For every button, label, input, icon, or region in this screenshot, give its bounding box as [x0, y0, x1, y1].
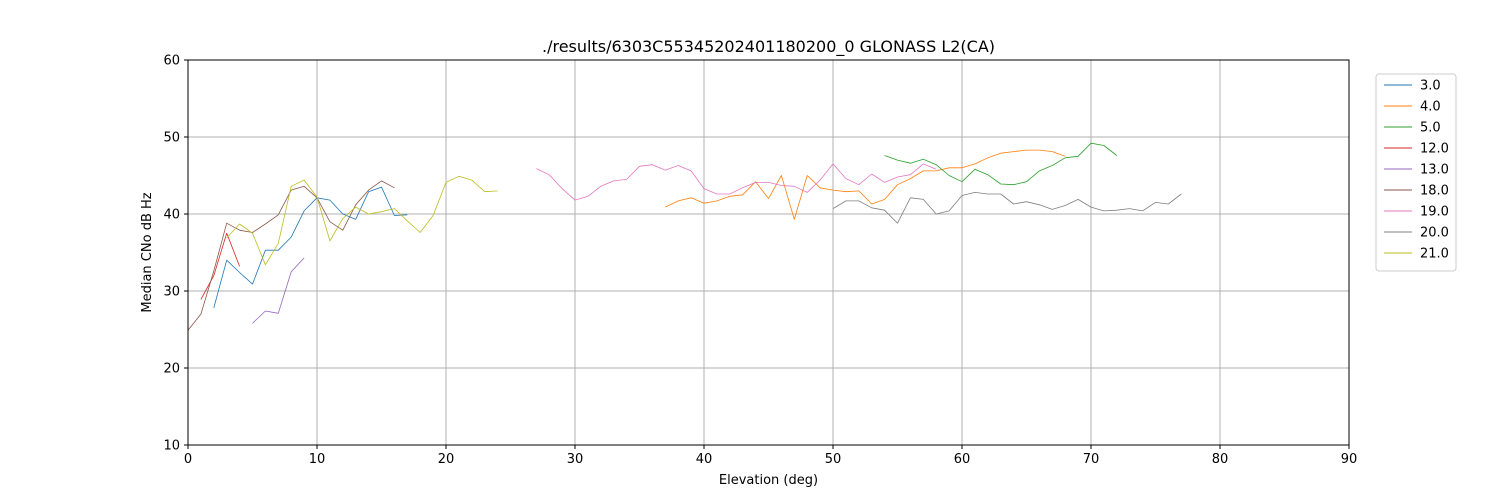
x-tick-label: 0: [184, 452, 192, 467]
x-axis: 0 10 20 30 40 50 60 70 80 90: [184, 445, 1357, 467]
x-axis-label: Elevation (deg): [719, 473, 818, 488]
x-tick-label: 10: [309, 452, 326, 467]
y-tick-label: 60: [163, 54, 180, 69]
legend-item: 12.0: [1384, 142, 1449, 157]
y-tick-label: 20: [163, 362, 180, 377]
legend-item: 3.0: [1384, 79, 1441, 94]
legend-item: 4.0: [1384, 100, 1441, 115]
legend-item: 18.0: [1384, 184, 1449, 199]
x-tick-label: 90: [1341, 452, 1358, 467]
legend-item: 19.0: [1384, 205, 1449, 220]
plot-frame: [187, 59, 1350, 446]
series-line-21-0: [226, 175, 498, 266]
grid: [187, 59, 1350, 446]
y-axis-label: Median CNo dB Hz: [140, 192, 155, 312]
series-line-5-0: [884, 142, 1118, 186]
y-tick-label: 50: [163, 131, 180, 146]
x-tick-label: 40: [696, 452, 713, 467]
series-line-18-0: [187, 180, 395, 331]
x-tick-label: 80: [1212, 452, 1229, 467]
series-line-13-0: [252, 257, 305, 324]
series-line-12-0: [200, 232, 240, 300]
y-tick-label: 10: [163, 439, 180, 454]
x-tick-label: 20: [438, 452, 455, 467]
legend-label: 12.0: [1420, 142, 1449, 157]
legend-label: 21.0: [1420, 247, 1449, 262]
legend-item: 21.0: [1384, 247, 1449, 262]
legend-item: 13.0: [1384, 163, 1449, 178]
series-line-20-0: [832, 191, 1182, 224]
chart-title: ./results/6303C55345202401180200_0 GLONA…: [542, 37, 995, 57]
series-line-19-0: [536, 163, 937, 201]
y-tick-label: 40: [163, 208, 180, 223]
series-line-3-0: [213, 186, 408, 309]
legend-label: 4.0: [1420, 100, 1441, 115]
legend-item: 20.0: [1384, 226, 1449, 241]
x-tick-label: 30: [567, 452, 584, 467]
legend-label: 5.0: [1420, 121, 1441, 136]
legend: 3.0 4.0 5.0 12.0 13.0 18.0 19.0 20.0 21.0: [1375, 73, 1457, 272]
legend-item: 5.0: [1384, 121, 1441, 136]
legend-label: 13.0: [1420, 163, 1449, 178]
y-axis: 10 20 30 40 50 60: [163, 54, 188, 454]
x-tick-label: 60: [954, 452, 971, 467]
series-line-4-0: [665, 149, 1066, 220]
x-tick-label: 50: [825, 452, 842, 467]
x-tick-label: 70: [1083, 452, 1100, 467]
legend-frame: [1375, 73, 1457, 272]
legend-label: 20.0: [1420, 226, 1449, 241]
legend-label: 18.0: [1420, 184, 1449, 199]
series-layer: [187, 142, 1182, 331]
y-tick-label: 30: [163, 285, 180, 300]
legend-label: 19.0: [1420, 205, 1449, 220]
legend-label: 3.0: [1420, 79, 1441, 94]
